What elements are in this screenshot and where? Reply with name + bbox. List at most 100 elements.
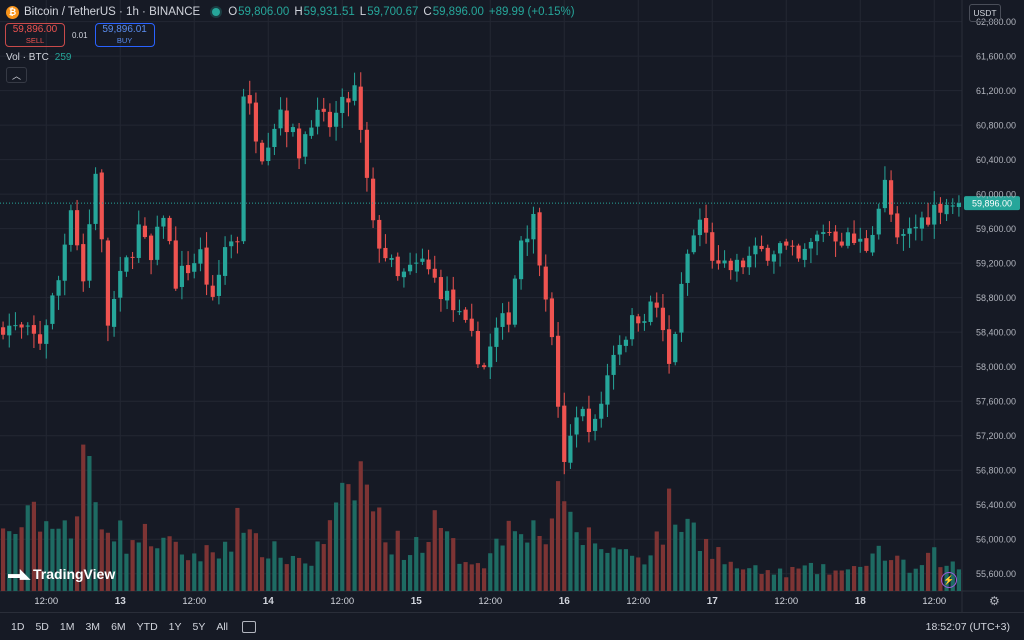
- currency-selector[interactable]: USDT: [969, 4, 1001, 22]
- candle-body: [340, 96, 345, 113]
- candle-body: [636, 316, 641, 324]
- symbol-title[interactable]: Bitcoin / TetherUS · 1h · BINANCE: [24, 6, 201, 18]
- volume-bar: [592, 543, 598, 591]
- timeframe-1y[interactable]: 1Y: [168, 620, 182, 633]
- candle-body: [87, 224, 92, 281]
- volume-bar: [148, 546, 154, 591]
- price-axis[interactable]: 55,600.00 56,000.00 56,400.00 56,800.00 57,2…: [976, 17, 1016, 579]
- candle-body: [50, 295, 55, 324]
- candle-body: [222, 247, 228, 276]
- volume-bar: [44, 521, 49, 591]
- volume-bar: [648, 555, 653, 591]
- candle-body: [352, 85, 357, 101]
- volume-bar: [531, 520, 536, 591]
- candle-body: [673, 333, 678, 363]
- time-axis[interactable]: 12:00 13 12:00 14 12:00 15 12:00 16 12:00 17 12:00…: [34, 596, 946, 607]
- price-tick-label: 58,400.00: [976, 328, 1016, 338]
- timeframe-5d[interactable]: 5D: [35, 620, 49, 633]
- settings-gear-icon[interactable]: ⚙: [989, 594, 1000, 608]
- volume-bar: [444, 531, 450, 591]
- volume-bar: [568, 511, 573, 591]
- volume-bar: [93, 502, 98, 591]
- clock-timezone[interactable]: 18:52:07 (UTC+3): [925, 621, 1010, 633]
- candle-body: [716, 260, 721, 264]
- candle-body: [518, 240, 524, 280]
- volume-bar: [278, 557, 283, 591]
- volume-bar: [790, 566, 795, 591]
- candle-body: [296, 128, 302, 159]
- candle-body: [765, 247, 770, 261]
- volume-bar: [105, 532, 111, 591]
- candle-body: [358, 86, 363, 130]
- timeframe-6m[interactable]: 6M: [111, 620, 126, 633]
- candle-body: [870, 234, 875, 253]
- volume-bar: [284, 564, 289, 591]
- time-tick-label: 17: [707, 596, 719, 607]
- close-number: 59,896.00: [432, 6, 484, 18]
- timeframe-all[interactable]: All: [216, 620, 229, 633]
- volume-bar: [839, 570, 844, 591]
- timeframe-5y[interactable]: 5Y: [192, 620, 206, 633]
- candle-body: [654, 302, 659, 308]
- tradingview-logo[interactable]: ▬◣ TradingView: [8, 566, 115, 582]
- low-label: L: [359, 6, 367, 18]
- volume-bar: [315, 541, 320, 591]
- time-tick-label: 12:00: [478, 596, 502, 607]
- candle-body: [111, 299, 117, 327]
- volume-legend[interactable]: Vol · BTC 259: [6, 52, 71, 63]
- volume-bar: [50, 528, 55, 591]
- trade-panel: 59,896.00 SELL 0.01 59,896.01 BUY: [5, 23, 155, 47]
- candle-body: [475, 331, 481, 365]
- timeframe-3m[interactable]: 3M: [85, 620, 101, 633]
- volume-bar: [414, 537, 419, 591]
- candle-body: [907, 228, 912, 234]
- timeframe-ytd[interactable]: YTD: [136, 620, 158, 633]
- volume-bar: [734, 568, 740, 591]
- volume-bar: [543, 544, 548, 591]
- candle-body: [938, 203, 943, 213]
- volume-bar: [192, 553, 197, 591]
- price-tick-label: 56,400.00: [976, 500, 1016, 510]
- volume-bar: [13, 533, 18, 591]
- price-tick-label: 61,200.00: [976, 86, 1016, 96]
- buy-button[interactable]: 59,896.01 BUY: [94, 23, 155, 47]
- candle-body: [142, 225, 148, 238]
- candle-body: [235, 241, 240, 243]
- volume-bar: [827, 574, 832, 591]
- candle-body: [241, 96, 246, 242]
- candle-body: [210, 285, 215, 297]
- candle-body: [802, 248, 807, 260]
- candle-body: [278, 109, 283, 129]
- volume-bar: [586, 527, 592, 591]
- candle-body: [198, 249, 203, 264]
- lightning-icon[interactable]: ⚡: [941, 572, 957, 588]
- candle-body: [710, 232, 715, 261]
- timeframe-1m[interactable]: 1M: [59, 620, 75, 633]
- candle-body: [290, 127, 296, 133]
- candle-body: [7, 325, 12, 336]
- candle-body: [599, 403, 604, 419]
- time-tick-label: 12:00: [626, 596, 650, 607]
- collapse-chevron-icon[interactable]: ︿: [6, 67, 27, 83]
- volume-bar: [716, 547, 721, 591]
- candle-body: [642, 321, 647, 323]
- candle-body: [303, 134, 308, 157]
- close-value: C59,896.00: [423, 6, 483, 18]
- volume-bar: [142, 523, 148, 591]
- volume-bar: [235, 507, 240, 591]
- timeframe-1d[interactable]: 1D: [11, 620, 25, 633]
- candle-body: [549, 298, 555, 338]
- price-tick-label: 60,000.00: [976, 190, 1016, 200]
- volume-bar: [111, 541, 117, 591]
- volume-bar: [253, 533, 259, 591]
- volume-bar: [327, 520, 333, 591]
- candle-body: [389, 258, 394, 260]
- open-value: O59,806.00: [228, 6, 289, 18]
- sell-button[interactable]: 59,896.00 SELL: [5, 23, 65, 47]
- calendar-range-icon[interactable]: [242, 620, 257, 633]
- volume-bar: [124, 553, 129, 591]
- volume-bar: [777, 568, 783, 591]
- candle-body: [62, 244, 67, 281]
